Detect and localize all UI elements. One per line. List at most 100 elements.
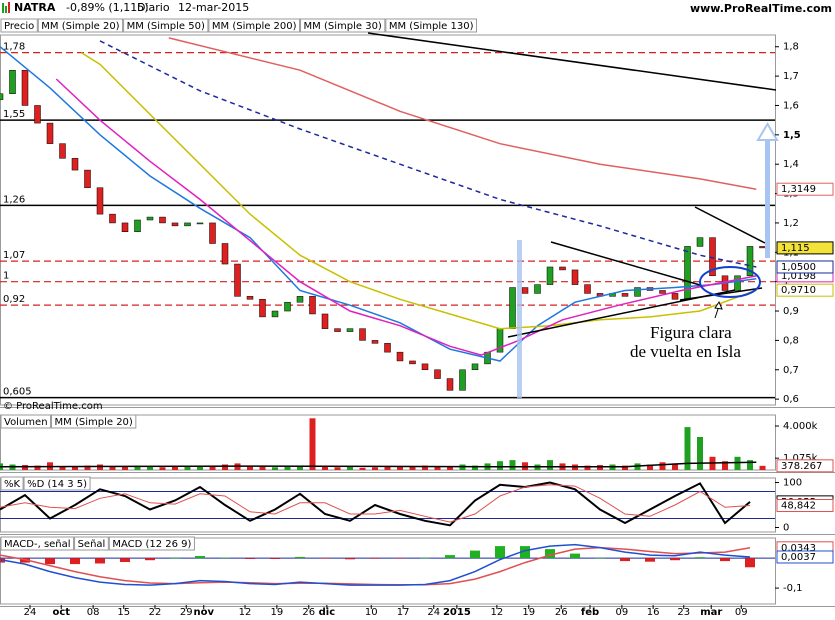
x-tick-label: 15: [117, 607, 130, 618]
volume-bar: [97, 464, 103, 470]
candle: [46, 122, 54, 144]
volume-bar: [334, 467, 341, 470]
horizontal-line-label: 1,78: [3, 42, 25, 53]
legend-box: [51, 414, 137, 429]
candle: [396, 351, 404, 362]
volume-bar: [134, 465, 141, 470]
volume-bar: [22, 465, 28, 470]
histogram-bar: [320, 558, 330, 559]
candle: [59, 143, 66, 159]
x-tick-label: feb: [581, 607, 599, 618]
legend-box: [385, 18, 477, 33]
candle: [621, 293, 629, 297]
volume-bar: [447, 466, 453, 470]
histogram-bar: [720, 558, 730, 562]
horizontal-line-label: 1,26: [3, 194, 25, 205]
legend-box: [208, 18, 301, 33]
volume-bar: [259, 466, 266, 470]
panel-frame: [0, 34, 776, 406]
candle: [196, 222, 204, 225]
volume-bar: [147, 466, 153, 470]
panel: [0, 481, 775, 527]
legend-label: MACD (12 26 9): [112, 539, 191, 550]
panel: [0, 37, 775, 399]
last-value-label: 0,0343: [781, 543, 816, 554]
date: 12-mar-2015: [178, 1, 249, 14]
volume-bar: [672, 463, 678, 470]
legend-label: Señal: [78, 539, 106, 550]
volume-bar: [372, 467, 378, 470]
legend-label: MM (Simple 30): [304, 21, 382, 32]
last-value-box: [776, 499, 834, 513]
candle: [209, 222, 216, 244]
candle: [384, 343, 391, 353]
x-tick-label: 29: [180, 607, 193, 618]
histogram-bar: [170, 558, 180, 559]
candle: [759, 246, 766, 249]
volume-bar: [659, 462, 666, 470]
legend-box: [108, 536, 195, 551]
histogram-bar: [370, 558, 380, 559]
horizontal-line-label: 1,55: [3, 109, 25, 120]
candle: [684, 246, 691, 300]
candle: [446, 378, 454, 391]
volume-bar: [247, 466, 253, 470]
trend-line: [550, 241, 701, 286]
candle: [0, 93, 4, 100]
volume-bar: [584, 465, 591, 470]
candle: [71, 158, 79, 171]
x-tick-label: dic: [319, 607, 336, 618]
histogram-bar: [570, 553, 580, 559]
legend-label: %K: [4, 479, 21, 490]
x-tick-label: 26: [302, 607, 315, 618]
candle: [734, 275, 741, 291]
volume-bar: [497, 461, 503, 470]
candle: [346, 328, 354, 332]
volume-bar: [434, 466, 441, 470]
x-tick-label: 09: [735, 607, 748, 618]
last-value-label: 1,0500: [781, 262, 816, 273]
last-value-label: 378.267: [781, 461, 822, 472]
annotation: Figura clara: [650, 323, 732, 342]
candle: [184, 222, 191, 227]
last-value-label: 1,115: [781, 243, 810, 254]
last-value-box: [776, 459, 834, 473]
candle: [546, 266, 554, 285]
volume-bar: [697, 437, 703, 470]
volume-bar: [209, 466, 216, 470]
volume-bar: [172, 466, 178, 470]
y-tick-label: 0,7: [783, 365, 799, 376]
volume-bar: [747, 460, 753, 470]
y-tick-label: 1,5: [783, 130, 801, 141]
candle: [171, 222, 179, 227]
y-tick-label: 100: [783, 478, 802, 489]
volume-bar: [34, 465, 41, 470]
arrow-head: [756, 122, 779, 141]
x-tick-label: 24: [24, 607, 37, 618]
series-line: [0, 46, 757, 362]
volume-bar: [722, 461, 728, 470]
candle: [84, 169, 91, 188]
symbol: NATRA: [14, 1, 56, 14]
series-line: [0, 461, 757, 468]
candle: [221, 243, 229, 265]
volume-bar: [509, 460, 516, 470]
period: Diario: [137, 1, 170, 14]
y-tick-label: 0,8: [783, 335, 799, 346]
y-tick-label: 0,6: [783, 394, 799, 405]
legend-label: MM (Simple 130): [389, 21, 474, 32]
volume-bar: [159, 467, 166, 470]
candle: [359, 328, 366, 341]
candle: [259, 299, 266, 318]
pointer-head: [714, 300, 723, 310]
histogram-bar: [670, 558, 680, 561]
histogram-bar: [470, 550, 480, 559]
volume-bar: [647, 464, 653, 470]
x-tick-label: 22: [149, 607, 162, 618]
last-value-box: [776, 241, 834, 255]
x-tick-label: 24: [427, 607, 440, 618]
candle: [34, 105, 41, 124]
panel-frame: [0, 477, 776, 533]
volume-bar: [597, 465, 603, 470]
header: NATRA -0,89% (1,115) Diario 12-mar-2015 …: [2, 1, 832, 15]
